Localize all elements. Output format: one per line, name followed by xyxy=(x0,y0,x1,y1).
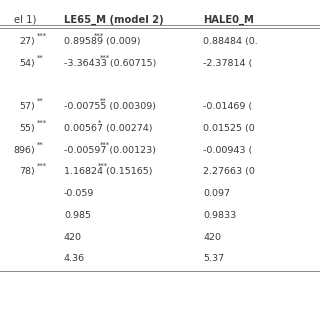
Text: 2.27663 (0: 2.27663 (0 xyxy=(203,167,255,176)
Text: ***: *** xyxy=(37,120,47,125)
Text: 5.37: 5.37 xyxy=(203,254,224,263)
Text: **: ** xyxy=(37,98,44,104)
Text: -0.00943 (: -0.00943 ( xyxy=(203,146,252,155)
Text: -0.059: -0.059 xyxy=(64,189,94,198)
Text: 57): 57) xyxy=(20,102,35,111)
Text: ***: *** xyxy=(37,163,47,169)
Text: ***: *** xyxy=(94,33,104,38)
Text: **: ** xyxy=(100,98,107,104)
Text: 896): 896) xyxy=(13,146,35,155)
Text: ***: *** xyxy=(37,33,47,38)
Text: 0.985: 0.985 xyxy=(64,211,91,220)
Text: HALE0_M: HALE0_M xyxy=(203,14,254,25)
Text: ***: *** xyxy=(100,54,110,60)
Text: **: ** xyxy=(37,141,44,147)
Text: **: ** xyxy=(37,54,44,60)
Text: -0.00755 (0.00309): -0.00755 (0.00309) xyxy=(64,102,156,111)
Text: ***: *** xyxy=(98,163,108,169)
Text: -2.37814 (: -2.37814 ( xyxy=(203,59,252,68)
Text: *: * xyxy=(98,120,101,125)
Text: -0.00597 (0.00123): -0.00597 (0.00123) xyxy=(64,146,156,155)
Text: 420: 420 xyxy=(203,233,221,242)
Text: 0.01525 (0: 0.01525 (0 xyxy=(203,124,255,133)
Text: 55): 55) xyxy=(20,124,35,133)
Text: el 1): el 1) xyxy=(14,14,37,24)
Text: LE65_M (model 2): LE65_M (model 2) xyxy=(64,14,164,25)
Text: 27): 27) xyxy=(20,37,35,46)
Text: 0.89589 (0.009): 0.89589 (0.009) xyxy=(64,37,140,46)
Text: 0.00567 (0.00274): 0.00567 (0.00274) xyxy=(64,124,153,133)
Text: 78): 78) xyxy=(20,167,35,176)
Text: 0.88484 (0.: 0.88484 (0. xyxy=(203,37,258,46)
Text: 0.9833: 0.9833 xyxy=(203,211,236,220)
Text: 54): 54) xyxy=(20,59,35,68)
Text: 4.36: 4.36 xyxy=(64,254,85,263)
Text: 0.097: 0.097 xyxy=(203,189,230,198)
Text: -3.36433 (0.60715): -3.36433 (0.60715) xyxy=(64,59,156,68)
Text: -0.01469 (: -0.01469 ( xyxy=(203,102,252,111)
Text: 1.16824 (0.15165): 1.16824 (0.15165) xyxy=(64,167,153,176)
Text: ***: *** xyxy=(100,141,110,147)
Text: 420: 420 xyxy=(64,233,82,242)
